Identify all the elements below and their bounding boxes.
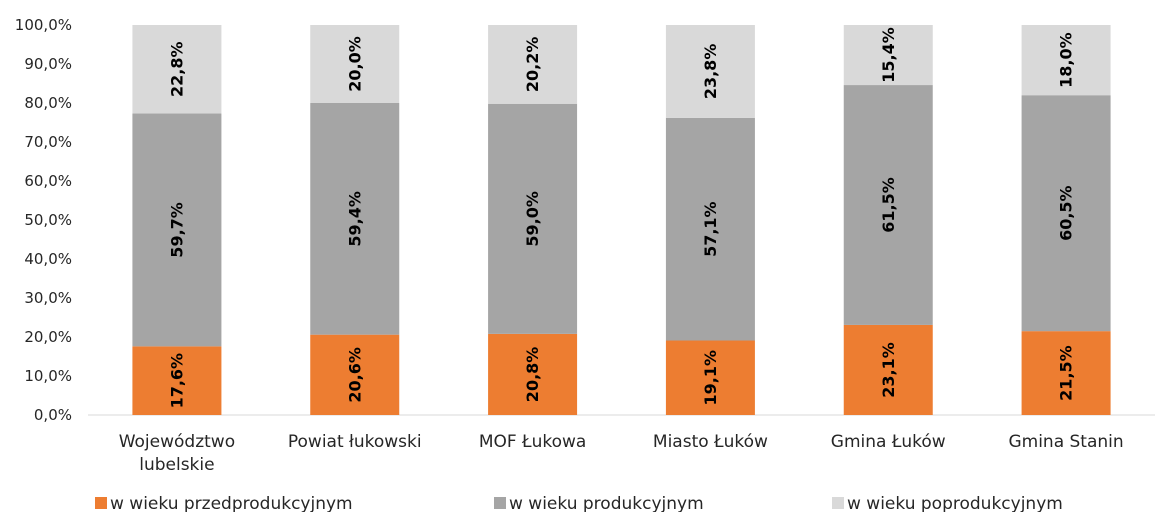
bar-segment [488, 25, 578, 104]
bar-value-label: 59,0% [523, 191, 542, 247]
bar-value-label: 59,4% [345, 191, 364, 247]
y-tick-label: 80,0% [24, 94, 72, 112]
y-tick-label: 10,0% [24, 367, 72, 385]
bar-value-label: 20,8% [523, 347, 542, 403]
y-tick-label: 0,0% [34, 406, 72, 424]
bar-segment [1021, 95, 1111, 332]
legend-swatch [832, 497, 844, 509]
bar-segment [310, 25, 400, 103]
x-category-label: lubelskie [139, 455, 214, 475]
bar-segment [132, 346, 222, 415]
bar-value-label: 21,5% [1057, 345, 1076, 401]
bar-segment [132, 25, 222, 114]
y-tick-label: 100,0% [15, 16, 72, 34]
bar-segment [665, 25, 755, 118]
legend-swatch [494, 497, 506, 509]
bar-value-label: 17,6% [167, 353, 186, 409]
y-tick-label: 30,0% [24, 289, 72, 307]
bar-value-label: 23,1% [879, 342, 898, 398]
bar-value-label: 19,1% [701, 350, 720, 406]
bar-segment [665, 117, 755, 341]
bar-segment [132, 113, 222, 347]
x-category-label: Powiat łukowski [288, 432, 422, 452]
bar-value-label: 15,4% [879, 27, 898, 83]
y-tick-label: 90,0% [24, 55, 72, 73]
x-category-label: Miasto Łuków [653, 432, 768, 452]
bar-segment [310, 334, 400, 415]
legend-label: w wieku poprodukcyjnym [847, 494, 1063, 512]
bar-value-label: 61,5% [879, 177, 898, 233]
bar-value-label: 20,6% [345, 347, 364, 403]
bar-segment [843, 25, 933, 86]
bar-value-label: 60,5% [1057, 185, 1076, 241]
bar-value-label: 18,0% [1057, 32, 1076, 88]
bar-value-label: 20,2% [523, 37, 542, 93]
bar-segment [488, 103, 578, 334]
bar-value-label: 59,7% [167, 202, 186, 258]
legend-label: w wieku przedprodukcyjnym [110, 494, 353, 512]
x-category-label: Gmina Łuków [831, 432, 946, 452]
x-category-label: Województwo [119, 432, 235, 452]
legend-swatch [95, 497, 107, 509]
bar-value-label: 22,8% [167, 42, 186, 98]
bar-segment [1021, 331, 1111, 415]
bar-segment [843, 324, 933, 415]
bar-segment [310, 103, 400, 335]
bar-segment [488, 333, 578, 415]
x-category-label: Gmina Stanin [1008, 432, 1123, 452]
x-category-label: MOF Łukowa [479, 432, 587, 452]
y-tick-label: 60,0% [24, 172, 72, 190]
y-tick-label: 20,0% [24, 328, 72, 346]
bar-value-label: 20,0% [345, 36, 364, 92]
bar-value-label: 23,8% [701, 44, 720, 100]
y-tick-label: 40,0% [24, 250, 72, 268]
bar-value-label: 57,1% [701, 201, 720, 257]
bar-segment [1021, 25, 1111, 96]
bar-segment [843, 85, 933, 325]
legend-label: w wieku produkcyjnym [509, 494, 704, 512]
y-tick-label: 50,0% [24, 211, 72, 229]
y-tick-label: 70,0% [24, 133, 72, 151]
bar-segment [665, 340, 755, 415]
